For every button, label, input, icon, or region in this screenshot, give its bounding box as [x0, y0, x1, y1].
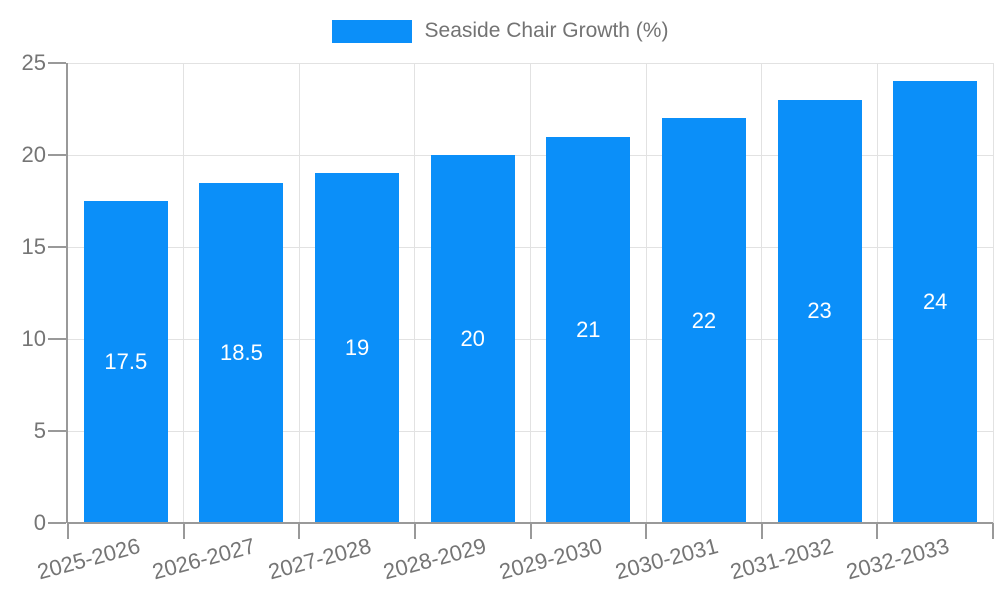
- bar[interactable]: [546, 136, 631, 522]
- y-axis-tick: [48, 522, 66, 524]
- legend-swatch: [331, 19, 412, 43]
- y-axis-tick: [48, 246, 66, 248]
- x-axis-tick: [182, 523, 185, 539]
- plot-area: 17.5 18.5 19 20 21 22 23 24: [48, 62, 994, 539]
- bar-value-label: 17.5: [104, 349, 148, 374]
- x-tick-label: 2025-2026: [34, 533, 143, 585]
- x-axis-tick: [529, 523, 532, 539]
- bar-value-label: 21: [576, 316, 601, 342]
- x-gridline: [414, 63, 416, 523]
- x-tick-label: 2026-2027: [149, 533, 258, 585]
- x-axis-tick: [413, 523, 416, 539]
- x-axis-tick: [992, 523, 994, 539]
- x-gridline: [876, 63, 878, 523]
- x-gridline: [530, 63, 531, 523]
- legend-label: Seaside Chair Growth (%): [424, 19, 669, 42]
- y-tick-label: 25: [21, 50, 46, 75]
- bar[interactable]: [777, 99, 862, 522]
- y-tick-label: 0: [33, 510, 46, 535]
- bar-value-label: 18.5: [220, 339, 263, 365]
- bar[interactable]: [83, 201, 168, 522]
- y-tick-label: 15: [21, 234, 46, 259]
- x-tick-label: 2029-2030: [496, 533, 605, 585]
- bar-value-label: 19: [344, 335, 370, 361]
- bar[interactable]: [661, 118, 746, 522]
- x-gridline: [761, 63, 763, 523]
- x-axis-tick: [760, 523, 763, 539]
- x-gridline: [992, 63, 994, 523]
- bar-value-label: 20: [460, 326, 485, 351]
- x-tick-label: 2027-2028: [265, 533, 374, 585]
- y-axis-tick: [48, 430, 66, 432]
- y-axis-line: [66, 63, 68, 523]
- x-axis-labels: 2025-2026 2026-2027 2027-2028 2028-2029 2029…: [34, 523, 993, 600]
- x-axis-tick: [645, 523, 648, 539]
- x-gridline: [645, 63, 647, 523]
- x-tick-label: 2031-2032: [727, 533, 837, 585]
- x-axis-line: [68, 522, 993, 524]
- bar[interactable]: [315, 173, 400, 522]
- y-tick-label: 5: [33, 418, 46, 443]
- bar[interactable]: [893, 81, 978, 522]
- bar[interactable]: [430, 155, 515, 522]
- y-axis-tick: [48, 154, 66, 156]
- bar-value-label: 22: [691, 307, 717, 333]
- y-tick-label: 10: [21, 326, 46, 351]
- x-tick-label: 2028-2029: [381, 533, 490, 585]
- bar[interactable]: [199, 182, 284, 522]
- x-gridline: [298, 63, 300, 523]
- bar-value-label: 23: [807, 298, 832, 324]
- x-axis-tick: [298, 523, 301, 539]
- x-tick-label: 2030-2031: [612, 533, 721, 585]
- x-tick-label: 2032-2033: [843, 533, 952, 585]
- legend-item[interactable]: Seaside Chair Growth (%): [0, 19, 1000, 43]
- bar-value-label: 24: [922, 289, 948, 315]
- x-axis-tick: [876, 523, 879, 539]
- x-axis-tick: [67, 523, 69, 539]
- y-tick-label: 20: [21, 142, 46, 167]
- y-axis-tick: [48, 338, 66, 340]
- y-axis-tick: [48, 62, 66, 65]
- x-gridline: [183, 63, 185, 523]
